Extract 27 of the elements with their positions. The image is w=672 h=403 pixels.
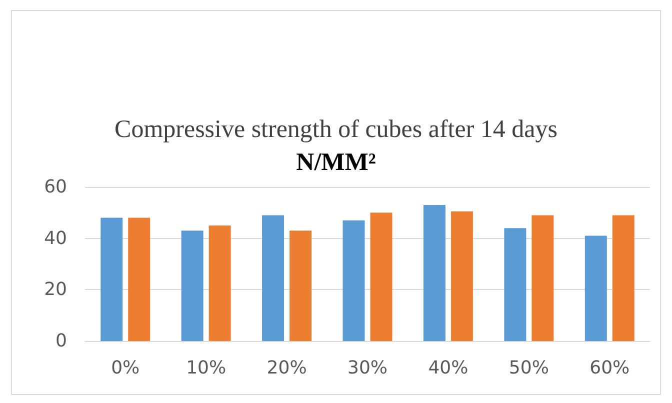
y-tick-label: 60 [44, 176, 67, 198]
bar [584, 236, 607, 341]
bar [342, 220, 365, 341]
x-tick-label: 20% [266, 358, 307, 378]
bar [208, 226, 231, 341]
bar [504, 228, 526, 341]
bar [100, 218, 123, 341]
x-tick-label: 60% [590, 358, 630, 378]
y-tick-label: 40 [44, 228, 67, 249]
bar [532, 215, 554, 341]
y-tick-label: 0 [56, 330, 67, 352]
bar [423, 204, 446, 341]
x-tick-label: 0% [111, 358, 140, 378]
bar [262, 215, 284, 341]
bar [450, 211, 473, 341]
chart-title: Compressive strength of cubes after 14 days [114, 116, 558, 143]
bar [290, 230, 312, 341]
bar [128, 218, 150, 341]
x-tick-label: 40% [428, 358, 468, 378]
x-tick-label: 50% [508, 358, 549, 378]
bar [612, 215, 634, 341]
bar [181, 230, 204, 341]
x-tick-label: 10% [186, 358, 226, 378]
x-tick-label: 30% [347, 358, 388, 378]
y-tick-label: 20 [44, 279, 67, 300]
bar [370, 212, 392, 341]
chart-subtitle: N/MM² [296, 149, 376, 176]
